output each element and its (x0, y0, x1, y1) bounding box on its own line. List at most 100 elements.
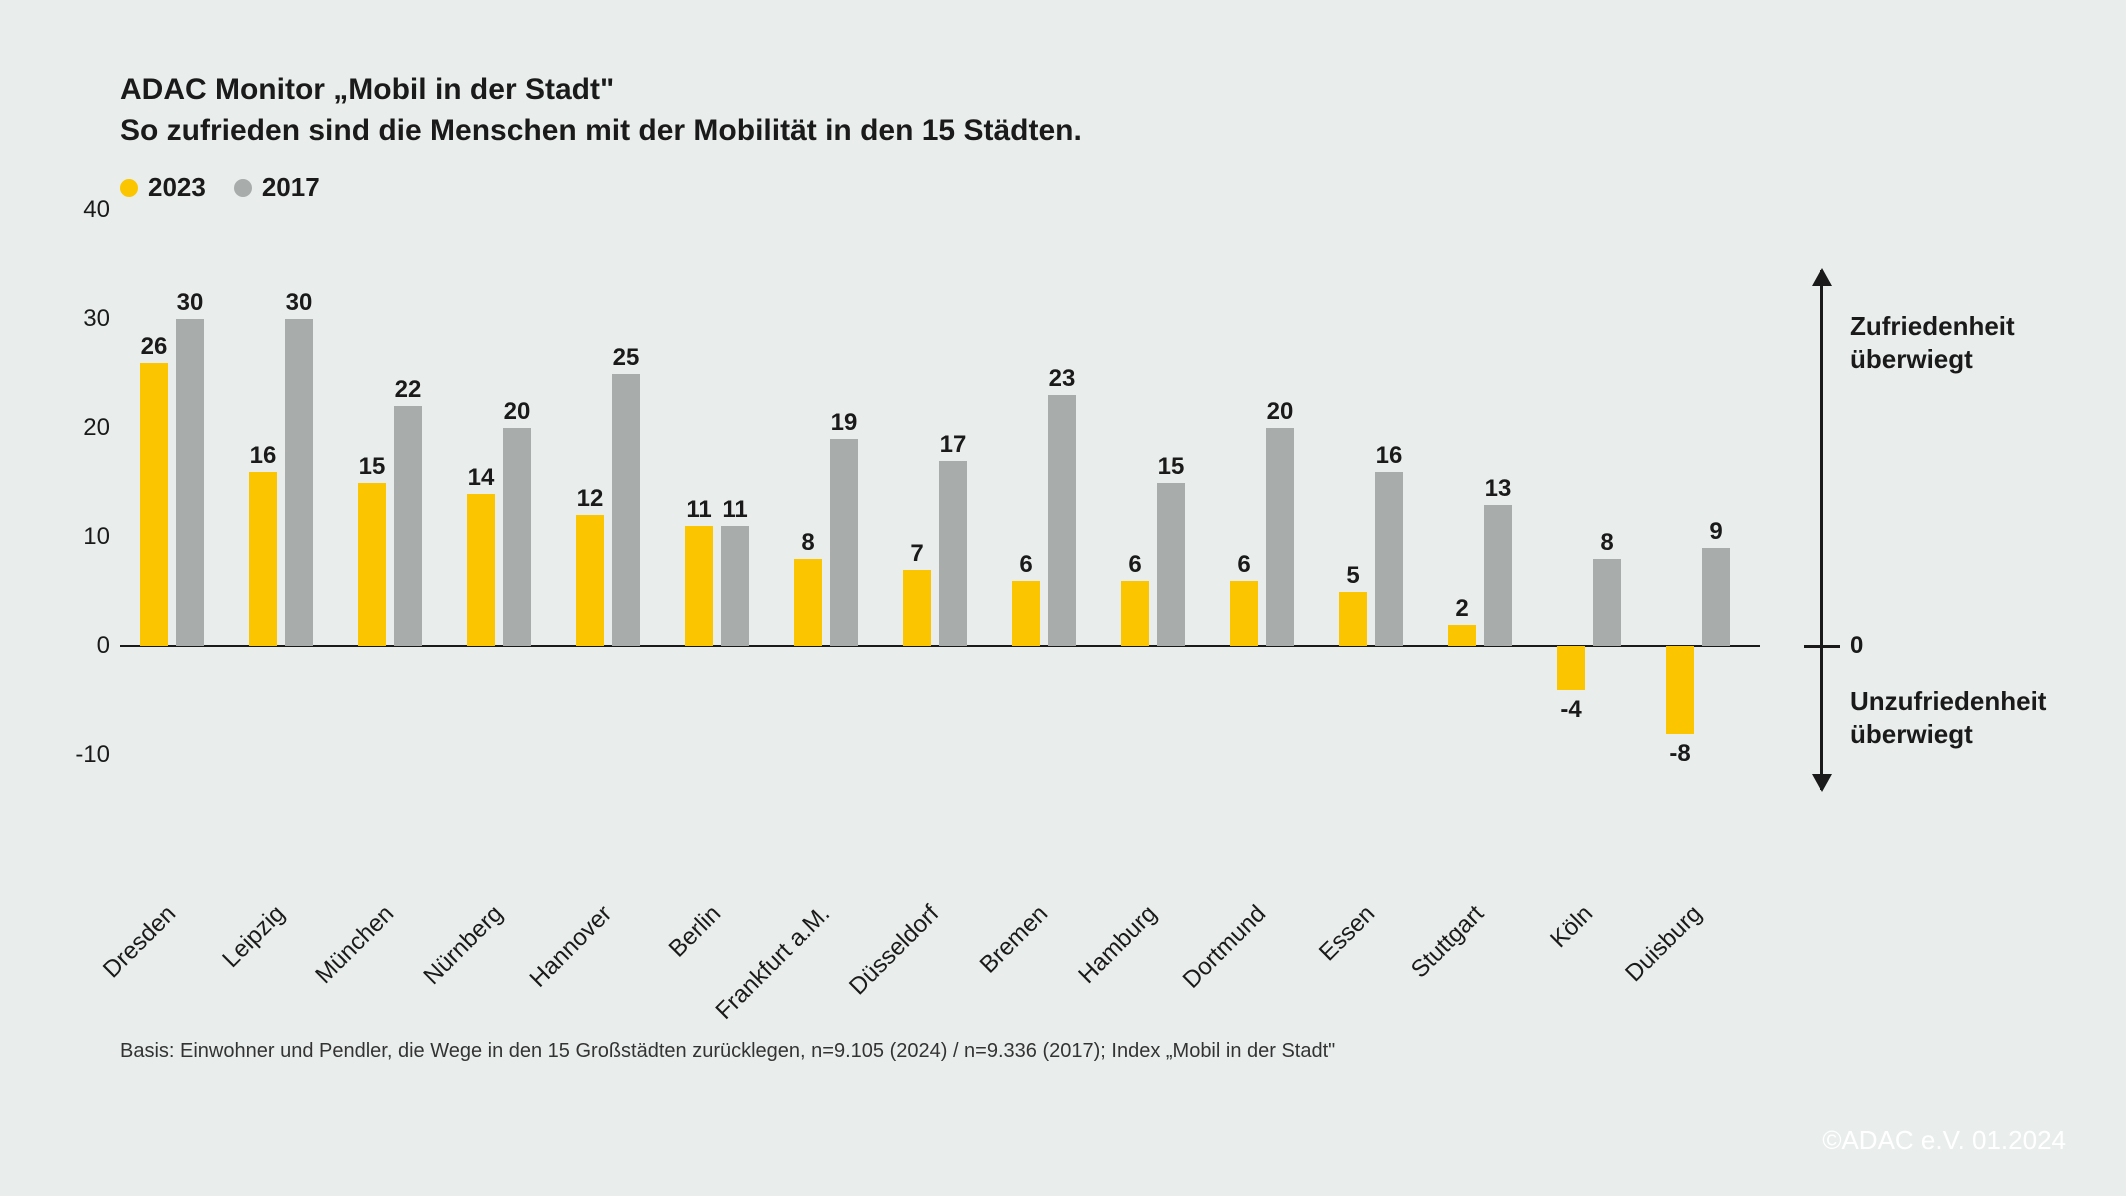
category-label: Stuttgart (1406, 900, 1490, 984)
category-label: Nürnberg (418, 900, 509, 991)
category-label: München (310, 900, 400, 990)
bar-value-label: 14 (468, 464, 495, 492)
title-line-2: So zufrieden sind die Menschen mit der M… (120, 111, 1082, 152)
category-label: Bremen (975, 900, 1054, 979)
bar-2023 (576, 515, 604, 646)
bar-2017 (1375, 472, 1403, 647)
bar-value-label: 13 (1485, 475, 1512, 503)
bar-value-label: 16 (1376, 442, 1403, 470)
bar-2017 (1484, 505, 1512, 647)
copyright: ©ADAC e.V. 01.2024 (1822, 1125, 2066, 1156)
arrow-line (1820, 270, 1823, 790)
legend: 2023 2017 (120, 172, 320, 203)
bar-value-label: 12 (577, 485, 604, 513)
bar-value-label: 6 (1019, 551, 1032, 579)
bar-2023 (1121, 581, 1149, 646)
bar-2017 (503, 428, 531, 646)
bar-2023 (794, 559, 822, 646)
bar-value-label: 8 (801, 529, 814, 557)
category-label: Essen (1314, 900, 1381, 967)
bar-value-label: -4 (1560, 696, 1581, 724)
chart: -100102030402630Dresden1630Leipzig1522Mü… (120, 210, 1760, 810)
chart-titles: ADAC Monitor „Mobil in der Stadt" So zuf… (120, 70, 1082, 151)
y-tick-label: 30 (83, 305, 110, 333)
bar-value-label: 30 (286, 289, 313, 317)
bar-value-label: 11 (722, 496, 747, 524)
bar-value-label: 19 (831, 409, 858, 437)
category-label: Dresden (98, 900, 182, 984)
bar-value-label: 9 (1709, 518, 1722, 546)
bar-2017 (612, 374, 640, 647)
bar-2017 (1702, 548, 1730, 646)
y-tick-label: 10 (83, 523, 110, 551)
bar-value-label: 16 (250, 442, 277, 470)
bar-2017 (285, 319, 313, 646)
bar-2023 (467, 494, 495, 647)
bar-value-label: 20 (1267, 398, 1294, 426)
bar-value-label: 5 (1346, 562, 1359, 590)
bar-value-label: 6 (1237, 551, 1250, 579)
bar-value-label: 22 (395, 376, 422, 404)
category-label: Frankfurt a.M. (710, 900, 835, 1025)
arrow-head-down-icon (1812, 774, 1832, 792)
bar-value-label: 30 (177, 289, 204, 317)
bar-value-label: 23 (1049, 365, 1076, 393)
bar-2017 (939, 461, 967, 646)
legend-label-2023: 2023 (148, 172, 206, 203)
y-tick-label: 40 (83, 196, 110, 224)
bar-value-label: 7 (910, 540, 923, 568)
bar-2023 (685, 526, 713, 646)
bar-2017 (1593, 559, 1621, 646)
bar-value-label: 15 (359, 453, 386, 481)
bar-value-label: 20 (504, 398, 531, 426)
bar-2023 (1557, 646, 1585, 690)
bar-2017 (1048, 395, 1076, 646)
footnote: Basis: Einwohner und Pendler, die Wege i… (120, 1040, 1335, 1063)
bar-2017 (394, 406, 422, 646)
bar-2023 (1230, 581, 1258, 646)
bar-2023 (903, 570, 931, 646)
bar-2023 (1666, 646, 1694, 733)
bar-2023 (1012, 581, 1040, 646)
bar-2017 (1266, 428, 1294, 646)
bar-value-label: 2 (1455, 595, 1468, 623)
category-label: Dortmund (1178, 900, 1272, 994)
bar-2017 (830, 439, 858, 646)
bar-2023 (1339, 592, 1367, 647)
bar-2023 (140, 363, 168, 647)
annotation-top: Zufriedenheitüberwiegt (1850, 310, 2015, 375)
annotation-bottom: Unzufriedenheitüberwiegt (1850, 685, 2046, 750)
bar-2023 (358, 483, 386, 647)
title-line-1: ADAC Monitor „Mobil in der Stadt" (120, 70, 1082, 111)
plot-area: -100102030402630Dresden1630Leipzig1522Mü… (120, 210, 1760, 810)
legend-item-2023: 2023 (120, 172, 206, 203)
legend-swatch-2023 (120, 179, 138, 197)
bar-value-label: 8 (1600, 529, 1613, 557)
bar-2017 (176, 319, 204, 646)
bar-value-label: 17 (940, 431, 967, 459)
bar-value-label: 25 (613, 344, 640, 372)
bar-value-label: -8 (1669, 740, 1690, 768)
side-zero-label: 0 (1850, 632, 1863, 660)
side-zero-tick (1804, 645, 1840, 648)
category-label: Köln (1545, 900, 1599, 954)
category-label: Düsseldorf (844, 900, 945, 1001)
bar-value-label: 26 (141, 333, 168, 361)
bar-value-label: 11 (686, 496, 711, 524)
y-tick-label: 0 (97, 632, 110, 660)
side-annotation: 0 Zufriedenheitüberwiegt Unzufriedenheit… (1800, 270, 2060, 790)
bar-2017 (721, 526, 749, 646)
category-label: Hannover (525, 900, 618, 993)
bar-value-label: 6 (1128, 551, 1141, 579)
legend-item-2017: 2017 (234, 172, 320, 203)
category-label: Leipzig (217, 900, 291, 974)
category-label: Hamburg (1073, 900, 1163, 990)
y-tick-label: 20 (83, 414, 110, 442)
category-label: Berlin (664, 900, 727, 963)
legend-swatch-2017 (234, 179, 252, 197)
y-tick-label: -10 (75, 741, 110, 769)
arrow-head-up-icon (1812, 268, 1832, 286)
bar-2023 (1448, 625, 1476, 647)
bar-2023 (249, 472, 277, 647)
legend-label-2017: 2017 (262, 172, 320, 203)
